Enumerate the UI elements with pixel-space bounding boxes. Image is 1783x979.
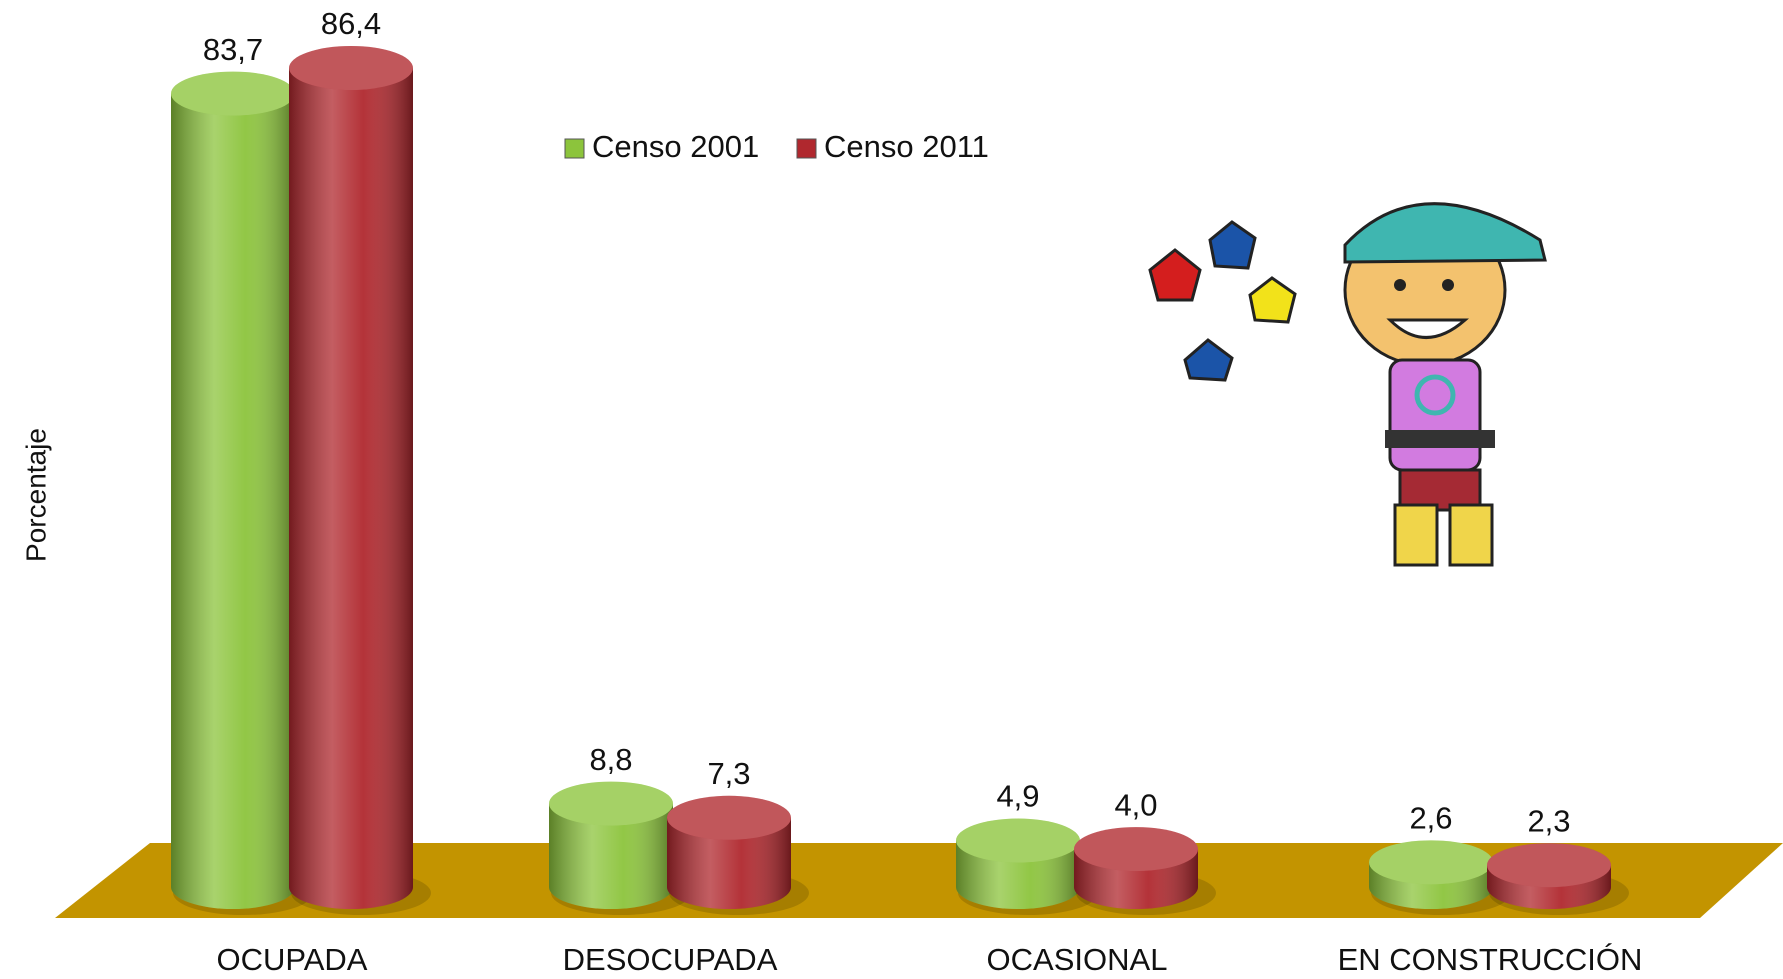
bar-cap-light xyxy=(549,782,673,826)
bar-cap-light xyxy=(1074,827,1198,871)
chart: Porcentaje OCUPADA 83,7 86,4 DESOCUPADA 8,8 7… xyxy=(0,0,1783,979)
data-label: 83,7 xyxy=(203,32,263,67)
bar-shade xyxy=(289,68,413,887)
bar-cap-light xyxy=(667,796,791,840)
data-label: 8,8 xyxy=(589,742,632,777)
legend-swatch xyxy=(797,139,816,158)
x-tick-label: EN CONSTRUCCIÓN xyxy=(1338,942,1643,977)
data-label: 4,9 xyxy=(996,779,1039,814)
data-label: 7,3 xyxy=(707,756,750,791)
page: {"chart_data": {"type": "bar3d", "y_labe… xyxy=(0,0,1783,979)
bar-shade xyxy=(171,94,295,887)
legend-label: Censo 2011 xyxy=(824,129,989,164)
legend-swatch xyxy=(565,139,584,158)
x-tick-label: OCUPADA xyxy=(216,942,367,977)
data-label: 86,4 xyxy=(321,6,381,41)
bar-cap-light xyxy=(1369,840,1493,884)
x-tick-label: DESOCUPADA xyxy=(563,942,778,977)
legend-label: Censo 2001 xyxy=(592,129,759,164)
data-label: 2,6 xyxy=(1409,801,1452,836)
bar-cap-light xyxy=(956,819,1080,863)
bar-cap-light xyxy=(1487,843,1611,887)
data-label: 2,3 xyxy=(1527,803,1570,838)
illustration xyxy=(1150,204,1545,565)
x-tick-label: OCASIONAL xyxy=(987,942,1168,977)
data-label: 4,0 xyxy=(1114,787,1157,822)
y-axis-label: Porcentaje xyxy=(20,428,51,562)
bar-cap-light xyxy=(289,46,413,90)
bar-cap-light xyxy=(171,72,295,116)
